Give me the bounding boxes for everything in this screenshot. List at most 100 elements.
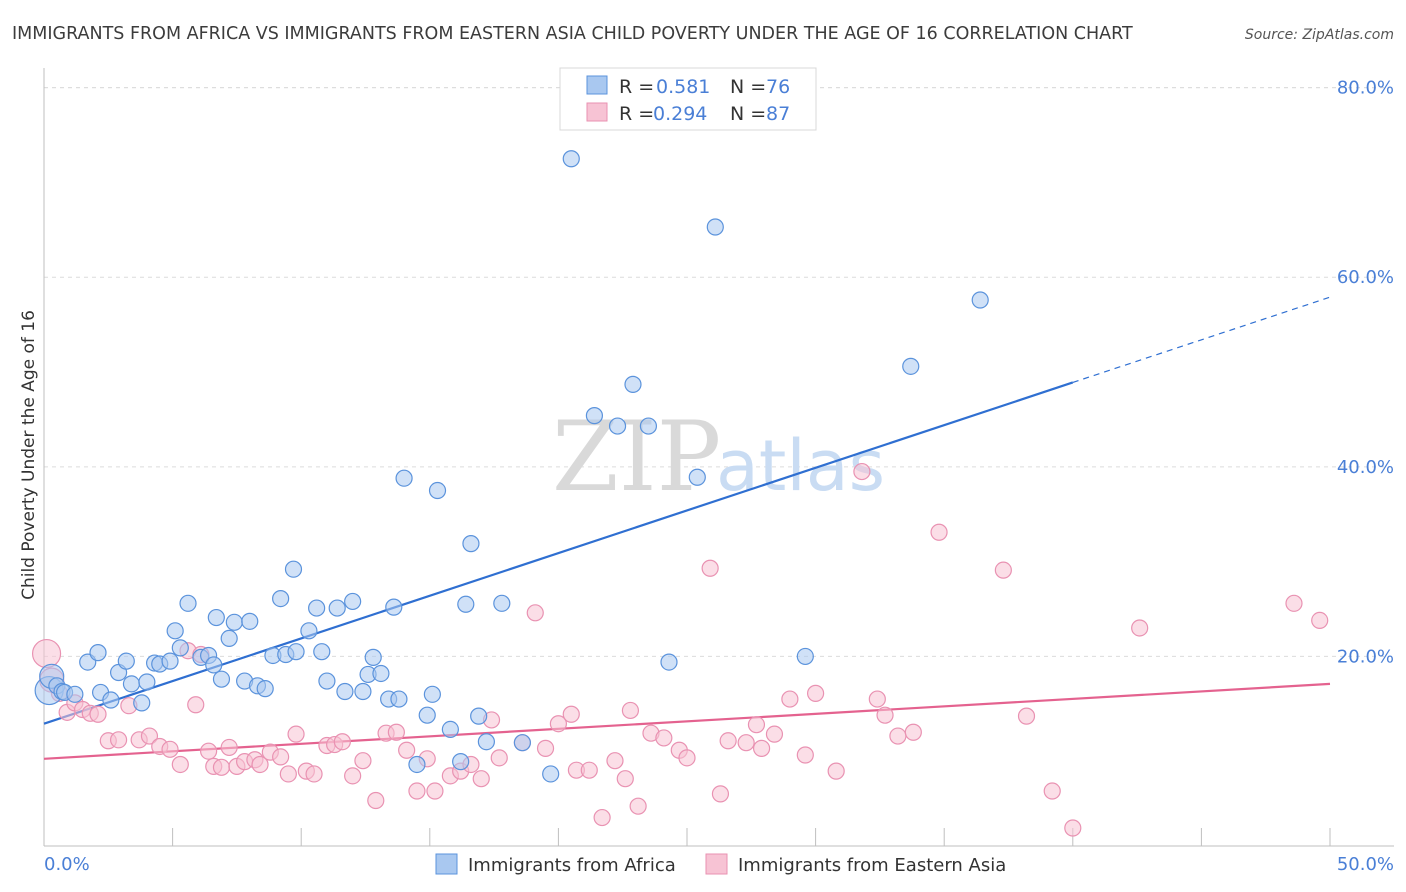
- point-eastern-asia: [765, 725, 784, 743]
- point-eastern-asia: [287, 725, 305, 743]
- point-eastern-asia: [616, 770, 634, 788]
- chart-source: Source: ZipAtlas.com: [1245, 27, 1394, 43]
- point-eastern-asia: [251, 755, 269, 774]
- point-eastern-asia: [536, 739, 555, 757]
- point-africa: [477, 733, 495, 751]
- point-eastern-asia: [549, 715, 568, 733]
- trend-line-africa-extension: [1072, 296, 1331, 384]
- point-eastern-asia: [31, 638, 62, 669]
- point-africa: [585, 407, 604, 425]
- point-eastern-asia: [333, 733, 351, 751]
- point-africa: [639, 417, 658, 435]
- point-eastern-asia: [200, 742, 218, 760]
- point-eastern-asia: [344, 767, 362, 785]
- series-eastern-asia-points: [31, 462, 1329, 837]
- point-eastern-asia: [930, 523, 948, 541]
- point-eastern-asia: [701, 559, 719, 577]
- point-africa: [336, 682, 354, 701]
- chart-title: IMMIGRANTS FROM AFRICA VS IMMIGRANTS FRO…: [12, 24, 1133, 44]
- point-eastern-asia: [426, 782, 444, 800]
- point-africa: [171, 639, 189, 657]
- point-africa: [328, 599, 346, 617]
- bottom-legend-label-africa: Immigrants from Africa: [468, 855, 676, 876]
- x-tick-label-min: 0.0%: [44, 854, 90, 875]
- point-africa: [902, 357, 920, 375]
- point-eastern-asia: [593, 808, 611, 827]
- point-eastern-asia: [171, 755, 189, 774]
- legend-swatch-africa: [586, 75, 608, 95]
- point-africa: [166, 622, 184, 640]
- point-africa: [408, 755, 426, 774]
- point-eastern-asia: [737, 734, 755, 752]
- point-eastern-asia: [678, 749, 696, 767]
- point-africa: [272, 589, 290, 608]
- point-eastern-asia: [354, 752, 372, 770]
- point-eastern-asia: [1064, 819, 1082, 837]
- point-eastern-asia: [994, 561, 1012, 579]
- y-tick-labels: 20.0% 40.0% 60.0% 80.0%: [1337, 78, 1394, 668]
- legend-swatch-asia: [586, 102, 608, 122]
- point-eastern-asia: [89, 705, 107, 723]
- x-tick-label-max: 50.0%: [1337, 854, 1394, 875]
- y-tick-label: 40.0%: [1337, 457, 1394, 478]
- point-africa: [318, 672, 336, 690]
- point-eastern-asia: [655, 729, 673, 747]
- point-eastern-asia: [1131, 619, 1149, 637]
- point-eastern-asia: [220, 738, 238, 757]
- point-africa: [220, 629, 238, 648]
- legend-r-label-africa: R =: [619, 76, 654, 98]
- point-africa: [241, 612, 259, 630]
- legend-n-value-asia: 87: [766, 103, 790, 125]
- point-africa: [542, 765, 560, 783]
- point-eastern-asia: [367, 791, 385, 810]
- point-eastern-asia: [387, 723, 405, 741]
- point-africa: [122, 675, 141, 693]
- point-africa: [562, 150, 580, 168]
- point-eastern-asia: [629, 797, 647, 815]
- point-eastern-asia: [398, 741, 416, 759]
- legend-n-label-asia: N =: [730, 103, 766, 125]
- bottom-legend-label-asia: Immigrants from Eastern Asia: [738, 855, 1006, 876]
- point-eastern-asia: [806, 684, 825, 702]
- legend-r-value-asia: 0.294: [653, 103, 707, 125]
- legend-r-label-asia: R =: [619, 103, 654, 125]
- point-africa: [372, 664, 390, 683]
- bottom-legend: Immigrants from Africa Immigrants from E…: [435, 853, 1006, 876]
- point-africa: [624, 375, 642, 393]
- point-africa: [452, 753, 470, 771]
- point-africa: [462, 535, 480, 553]
- point-africa: [205, 656, 223, 674]
- point-africa: [284, 560, 303, 578]
- point-africa: [971, 291, 989, 309]
- point-africa: [470, 707, 488, 725]
- grid-lines: [44, 87, 1394, 657]
- point-eastern-asia: [711, 785, 730, 803]
- point-eastern-asia: [1285, 594, 1303, 612]
- point-africa: [313, 643, 331, 661]
- point-eastern-asia: [889, 727, 907, 745]
- point-eastern-asia: [876, 706, 894, 724]
- point-africa: [138, 673, 156, 691]
- legend-r-value-africa: 0.581: [656, 76, 710, 98]
- point-eastern-asia: [904, 723, 922, 741]
- point-eastern-asia: [781, 690, 799, 708]
- point-eastern-asia: [526, 604, 544, 622]
- point-eastern-asia: [408, 782, 426, 800]
- point-africa: [287, 643, 305, 661]
- point-africa: [428, 481, 447, 500]
- trend-lines: [43, 296, 1331, 760]
- point-eastern-asia: [580, 761, 598, 779]
- point-eastern-asia: [1311, 611, 1329, 629]
- point-eastern-asia: [853, 462, 871, 481]
- point-eastern-asia: [719, 732, 737, 750]
- point-eastern-asia: [161, 740, 179, 758]
- point-eastern-asia: [279, 765, 297, 783]
- point-africa: [256, 680, 274, 698]
- point-eastern-asia: [562, 705, 580, 723]
- point-africa: [133, 694, 151, 712]
- point-africa: [796, 647, 814, 666]
- point-africa: [212, 670, 231, 688]
- legend-n-label-africa: N =: [730, 76, 766, 98]
- point-eastern-asia: [1043, 782, 1061, 800]
